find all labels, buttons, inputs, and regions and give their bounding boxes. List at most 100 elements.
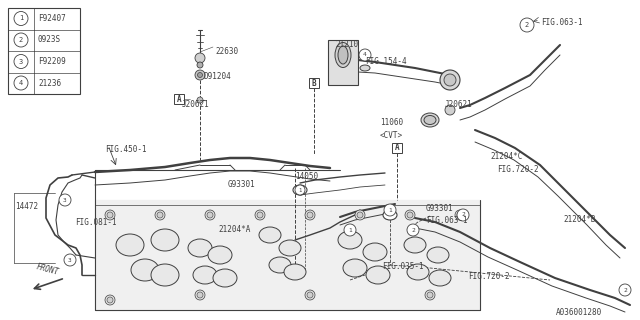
Circle shape <box>305 210 315 220</box>
Text: 2: 2 <box>525 22 529 28</box>
Text: FIG.035-1: FIG.035-1 <box>382 262 424 271</box>
Ellipse shape <box>335 43 351 68</box>
Circle shape <box>257 212 263 218</box>
Ellipse shape <box>116 234 144 256</box>
Circle shape <box>197 62 203 68</box>
Ellipse shape <box>338 46 348 64</box>
Circle shape <box>107 212 113 218</box>
Ellipse shape <box>404 237 426 253</box>
Circle shape <box>619 284 631 296</box>
Circle shape <box>64 254 76 266</box>
Text: 3: 3 <box>19 59 23 65</box>
Text: FIG.063-1: FIG.063-1 <box>541 18 582 27</box>
Text: 3: 3 <box>63 197 67 203</box>
Text: 0923S: 0923S <box>38 36 61 44</box>
Text: 2: 2 <box>411 228 415 233</box>
Circle shape <box>427 292 433 298</box>
Bar <box>328 40 358 85</box>
Text: 4: 4 <box>363 52 367 58</box>
Ellipse shape <box>363 243 387 261</box>
Ellipse shape <box>366 266 390 284</box>
Circle shape <box>105 210 115 220</box>
Ellipse shape <box>407 264 429 280</box>
Circle shape <box>344 224 356 236</box>
Circle shape <box>155 210 165 220</box>
Ellipse shape <box>421 113 439 127</box>
Circle shape <box>445 105 455 115</box>
Text: G93301: G93301 <box>228 180 256 189</box>
Text: A: A <box>395 143 399 153</box>
Circle shape <box>14 54 28 68</box>
Circle shape <box>207 212 213 218</box>
Text: FIG.081-1: FIG.081-1 <box>75 218 116 227</box>
Circle shape <box>14 33 28 47</box>
Text: 14472: 14472 <box>15 202 38 211</box>
Circle shape <box>359 49 371 61</box>
Text: F92209: F92209 <box>38 57 66 66</box>
Circle shape <box>425 290 435 300</box>
Ellipse shape <box>343 259 367 277</box>
Circle shape <box>107 297 113 303</box>
Circle shape <box>407 224 419 236</box>
Circle shape <box>307 212 313 218</box>
Ellipse shape <box>293 185 307 195</box>
Circle shape <box>357 212 363 218</box>
Text: FRONT: FRONT <box>35 262 60 277</box>
Ellipse shape <box>269 257 291 273</box>
Text: 4: 4 <box>19 80 23 86</box>
Ellipse shape <box>424 116 436 124</box>
Ellipse shape <box>213 269 237 287</box>
Text: B: B <box>312 78 316 87</box>
Ellipse shape <box>284 264 306 280</box>
Circle shape <box>457 212 463 218</box>
Text: 2: 2 <box>623 287 627 292</box>
Ellipse shape <box>193 266 217 284</box>
Circle shape <box>198 73 202 77</box>
Circle shape <box>440 70 460 90</box>
Circle shape <box>197 292 203 298</box>
Circle shape <box>455 210 465 220</box>
Ellipse shape <box>259 227 281 243</box>
Text: 21204*B: 21204*B <box>563 215 595 224</box>
Polygon shape <box>95 200 480 310</box>
Text: 21204*C: 21204*C <box>490 152 522 161</box>
Circle shape <box>255 210 265 220</box>
Circle shape <box>197 97 203 103</box>
Text: 14050: 14050 <box>295 172 318 181</box>
Circle shape <box>405 210 415 220</box>
Bar <box>174 94 184 104</box>
Circle shape <box>457 209 469 221</box>
Text: <CVT>: <CVT> <box>380 131 403 140</box>
Ellipse shape <box>151 229 179 251</box>
Text: 1: 1 <box>348 228 352 233</box>
Ellipse shape <box>360 65 370 71</box>
Bar <box>8 8 80 94</box>
Text: 2: 2 <box>461 212 465 218</box>
Ellipse shape <box>208 246 232 264</box>
Ellipse shape <box>131 259 159 281</box>
Text: D91204: D91204 <box>204 72 232 81</box>
Circle shape <box>14 76 28 90</box>
Text: FIG.063-1: FIG.063-1 <box>426 216 468 225</box>
Text: 11060: 11060 <box>380 118 403 127</box>
Circle shape <box>59 194 71 206</box>
Text: J20621: J20621 <box>445 100 473 109</box>
Circle shape <box>444 74 456 86</box>
Circle shape <box>520 18 534 32</box>
Circle shape <box>195 290 205 300</box>
Bar <box>392 143 402 153</box>
Text: 22630: 22630 <box>215 47 238 56</box>
Bar <box>309 78 319 88</box>
Ellipse shape <box>429 270 451 286</box>
Ellipse shape <box>279 240 301 256</box>
Circle shape <box>307 292 313 298</box>
Circle shape <box>384 204 396 216</box>
Ellipse shape <box>427 247 449 263</box>
Text: 1: 1 <box>298 188 301 193</box>
Ellipse shape <box>151 264 179 286</box>
Text: A036001280: A036001280 <box>556 308 602 317</box>
Text: J20621: J20621 <box>182 100 210 109</box>
Text: 1: 1 <box>19 15 23 21</box>
Text: G93301: G93301 <box>426 204 454 213</box>
Ellipse shape <box>188 239 212 257</box>
